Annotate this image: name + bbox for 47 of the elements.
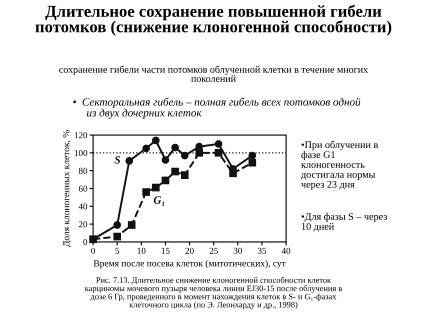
point <box>113 221 122 229</box>
x-tick-label: 30 <box>234 248 242 254</box>
chart-subtitle: сохранение гибели части потомков облученной клетки в течение многих поколений <box>59 66 368 82</box>
point <box>162 156 170 164</box>
y-tick-label: 120 <box>74 132 88 138</box>
y-tick-label: 20 <box>78 221 88 228</box>
text: •Для фазы S – через 10 дней <box>302 212 387 232</box>
point <box>171 168 179 176</box>
point <box>248 152 256 160</box>
point <box>180 171 189 179</box>
x-tick-label: 20 <box>185 248 194 254</box>
series-label: G₁ <box>154 196 164 206</box>
x-tick-label: 5 <box>115 248 120 254</box>
x-tick-label: 25 <box>210 248 218 254</box>
point <box>113 232 122 240</box>
x-axis-title: Время после посева клеток (митотических), сут <box>94 260 286 268</box>
x-tick-label: 10 <box>138 248 146 254</box>
point <box>162 176 170 184</box>
y-tick-label: 100 <box>74 150 88 156</box>
x-tick-label: 15 <box>162 248 170 254</box>
y-tick-label: 60 <box>78 186 88 192</box>
point <box>180 152 189 160</box>
point <box>142 188 150 196</box>
point <box>125 157 134 165</box>
x-tick-label: 40 <box>282 248 290 254</box>
text: Рис. 7.13. Длительное снижение клоногенной способности клеток карциномы мочевого пузыря человека линии EJ30-15 после облучения в дозе 6 Гр, проведенного в момент нахождения клеток в S- и G₁-фазах клеточного цикла (по Э. Леонхарду и др., 1998) <box>84 276 342 310</box>
point <box>248 158 256 166</box>
point <box>142 144 150 152</box>
point <box>229 170 237 178</box>
text: •При облучении в фазе G1 клоногенность достигала нормы через 23 дня <box>301 140 378 190</box>
point <box>89 235 97 244</box>
y-tick-label: 80 <box>78 168 88 174</box>
y-tick-label: 40 <box>78 203 88 210</box>
point <box>214 140 222 148</box>
point <box>171 144 179 152</box>
y-tick-label: 0 <box>83 239 88 246</box>
chart-title: Длительное сохранение повышенной гибели потомков (снижение клоногенной способности) <box>35 4 392 36</box>
point <box>214 149 222 157</box>
point <box>128 221 136 229</box>
series-label: S <box>114 156 120 164</box>
text: • Секторальная гибель – полная гибель всех потомков одной из двух дочерних клеток <box>73 98 361 119</box>
point <box>152 136 160 144</box>
y-axis-title: Доля клоногенных клеток, % <box>62 130 72 247</box>
point <box>195 149 204 157</box>
x-tick-label: 0 <box>91 248 95 254</box>
x-tick-label: 35 <box>258 248 266 254</box>
point <box>152 184 160 192</box>
